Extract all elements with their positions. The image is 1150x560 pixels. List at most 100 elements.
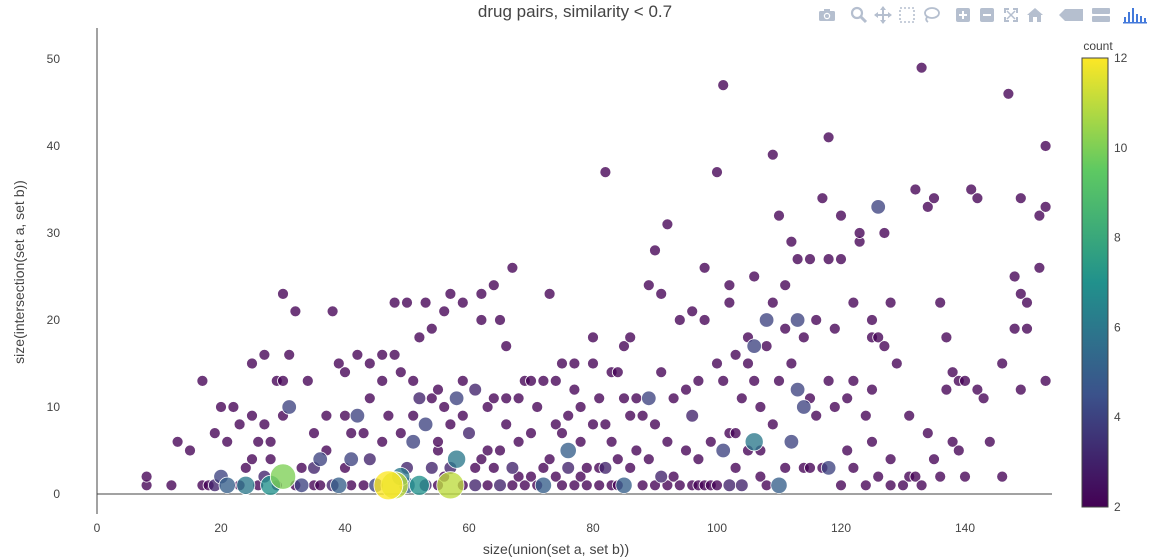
data-point[interactable]: [835, 253, 847, 266]
data-point[interactable]: [820, 460, 837, 476]
data-point[interactable]: [549, 374, 562, 387]
data-point[interactable]: [506, 261, 519, 274]
data-point[interactable]: [748, 374, 761, 387]
data-point[interactable]: [456, 409, 469, 422]
data-point[interactable]: [568, 479, 581, 492]
data-point[interactable]: [339, 409, 351, 422]
data-point[interactable]: [289, 305, 302, 318]
hover-closest-button[interactable]: [1058, 6, 1084, 24]
data-point[interactable]: [680, 444, 692, 457]
data-point[interactable]: [301, 374, 314, 387]
data-point[interactable]: [357, 479, 370, 492]
data-point[interactable]: [376, 374, 389, 387]
data-point[interactable]: [362, 452, 377, 467]
data-point[interactable]: [872, 470, 885, 483]
data-point[interactable]: [872, 331, 885, 344]
data-point[interactable]: [543, 287, 556, 300]
data-point[interactable]: [525, 427, 537, 440]
data-point[interactable]: [481, 444, 494, 457]
data-point[interactable]: [1008, 322, 1021, 335]
data-point[interactable]: [723, 296, 736, 309]
data-point[interactable]: [822, 131, 835, 144]
data-point[interactable]: [444, 418, 457, 431]
data-point[interactable]: [770, 476, 788, 494]
data-point[interactable]: [692, 374, 705, 387]
data-point[interactable]: [717, 374, 730, 387]
data-point[interactable]: [419, 296, 432, 309]
data-point[interactable]: [512, 435, 525, 448]
data-point[interactable]: [587, 418, 599, 431]
data-point[interactable]: [417, 416, 434, 433]
data-point[interactable]: [822, 374, 835, 387]
data-point[interactable]: [804, 253, 816, 266]
data-point[interactable]: [828, 401, 841, 413]
data-point[interactable]: [505, 461, 520, 475]
data-point[interactable]: [500, 392, 513, 405]
data-point[interactable]: [330, 476, 348, 494]
data-point[interactable]: [915, 61, 928, 74]
data-point[interactable]: [766, 148, 779, 161]
data-point[interactable]: [946, 366, 959, 379]
data-point[interactable]: [534, 476, 553, 494]
data-point[interactable]: [221, 435, 234, 448]
data-point[interactable]: [779, 279, 792, 292]
data-point[interactable]: [828, 322, 841, 335]
data-point[interactable]: [734, 478, 749, 493]
data-point[interactable]: [959, 374, 971, 387]
data-point[interactable]: [475, 314, 488, 326]
data-point[interactable]: [630, 444, 643, 457]
lasso-select-button[interactable]: [922, 6, 940, 24]
data-point[interactable]: [715, 442, 731, 459]
data-point[interactable]: [773, 374, 785, 387]
zoom-button[interactable]: [850, 6, 868, 24]
data-point[interactable]: [574, 435, 587, 448]
data-point[interactable]: [531, 401, 544, 413]
box-select-button[interactable]: [898, 6, 916, 24]
data-point[interactable]: [760, 340, 773, 353]
data-point[interactable]: [686, 305, 699, 318]
zoom-in-button[interactable]: [954, 6, 972, 24]
data-point[interactable]: [269, 463, 297, 490]
data-point[interactable]: [448, 390, 465, 407]
data-point[interactable]: [742, 357, 754, 370]
data-point[interactable]: [723, 279, 736, 292]
data-point[interactable]: [394, 366, 407, 379]
data-point[interactable]: [487, 392, 500, 405]
data-point[interactable]: [481, 479, 494, 492]
data-point[interactable]: [1039, 200, 1052, 213]
data-point[interactable]: [587, 357, 599, 370]
data-point[interactable]: [1039, 140, 1052, 152]
data-point[interactable]: [673, 314, 686, 326]
plotly-logo-link[interactable]: [1122, 6, 1148, 24]
data-point[interactable]: [351, 348, 364, 361]
autoscale-button[interactable]: [1002, 6, 1020, 24]
data-point[interactable]: [326, 305, 339, 318]
data-point[interactable]: [556, 479, 568, 492]
data-point[interactable]: [580, 461, 593, 474]
data-point[interactable]: [611, 453, 624, 466]
data-point[interactable]: [468, 382, 483, 397]
data-point[interactable]: [525, 470, 537, 483]
data-point[interactable]: [878, 340, 891, 353]
data-point[interactable]: [345, 427, 358, 440]
data-point[interactable]: [884, 296, 897, 309]
data-point[interactable]: [685, 408, 699, 423]
data-point[interactable]: [462, 426, 476, 440]
data-point[interactable]: [934, 296, 947, 309]
data-point[interactable]: [797, 331, 810, 344]
data-point[interactable]: [436, 471, 465, 500]
data-point[interactable]: [593, 392, 606, 405]
data-point[interactable]: [841, 392, 854, 405]
data-point[interactable]: [1008, 270, 1021, 283]
reset-axes-button[interactable]: [1026, 6, 1044, 24]
data-point[interactable]: [785, 235, 798, 248]
data-point[interactable]: [405, 434, 421, 450]
data-point[interactable]: [246, 453, 258, 466]
data-point[interactable]: [804, 461, 816, 474]
data-point[interactable]: [810, 314, 823, 326]
data-point[interactable]: [587, 331, 599, 344]
data-point[interactable]: [977, 392, 990, 405]
data-point[interactable]: [711, 479, 723, 492]
data-point[interactable]: [208, 427, 221, 440]
data-point[interactable]: [388, 296, 401, 309]
